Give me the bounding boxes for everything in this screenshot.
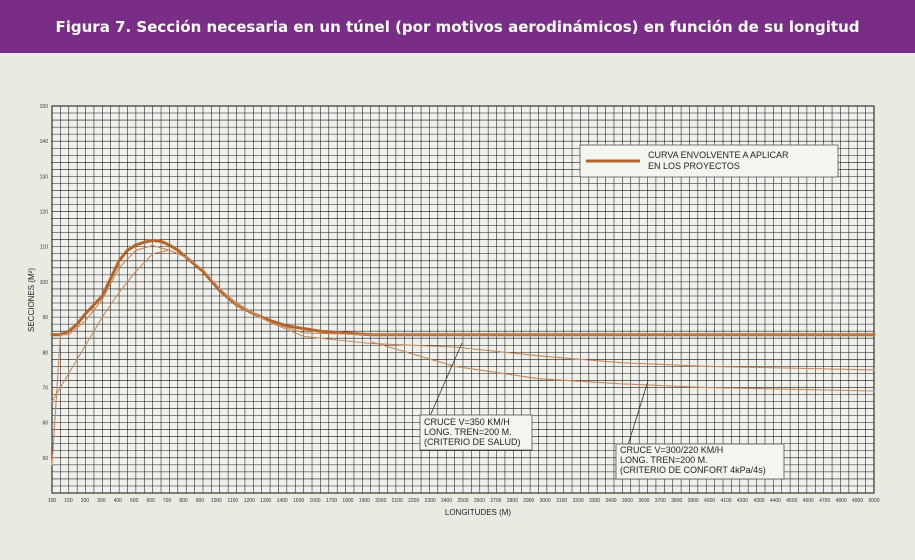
annotation-text-2: CRUCE V=300/220 KM/H LONG. TREN=200 M. (… (620, 445, 766, 475)
annotation-text-1: CRUCE V=350 KM/H LONG. TREN=200 M. (CRIT… (424, 417, 521, 447)
series-line-2 (51, 249, 875, 403)
x-tick-label: 3500 (622, 498, 633, 504)
x-tick-label: 4600 (803, 498, 814, 504)
x-tick-label: 4300 (753, 498, 764, 504)
plot-frame (51, 105, 875, 494)
x-tick-label: 4500 (786, 498, 797, 504)
envelope-curve (50, 238, 876, 337)
x-tick-label: 1800 (342, 498, 353, 504)
series-line-3 (370, 341, 875, 392)
x-tick-label: 900 (196, 498, 205, 504)
series-lines (50, 238, 876, 466)
x-tick-label: 2000 (375, 498, 386, 504)
y-tick-label: 120 (40, 210, 49, 216)
x-tick-label: 500 (130, 498, 139, 504)
x-tick-label: 2100 (392, 498, 403, 504)
x-tick-label: 4400 (770, 498, 781, 504)
annotation-box-1: CRUCE V=350 KM/H LONG. TREN=200 M. (CRIT… (419, 414, 533, 451)
y-tick-label: 70 (42, 385, 48, 391)
x-tick-label: 3400 (605, 498, 616, 504)
grid (52, 106, 874, 493)
x-tick-label: 1500 (293, 498, 304, 504)
x-tick-label: 100 (48, 498, 57, 504)
x-tick-label: 4900 (852, 498, 863, 504)
annotation-box-2: CRUCE V=300/220 KM/H LONG. TREN=200 M. (… (615, 443, 785, 480)
annotation-line-1 (429, 342, 463, 417)
x-tick-label: 4000 (704, 498, 715, 504)
x-tick-label: 3800 (671, 498, 682, 504)
x-tick-label: 2600 (474, 498, 485, 504)
x-axis-label: LONGITUDES (M) (445, 508, 512, 517)
x-tick-label: 4100 (720, 498, 731, 504)
y-tick-label: 60 (42, 421, 48, 427)
x-tick-label: 2800 (507, 498, 518, 504)
figure-title-banner: Figura 7. Sección necesaria en un túnel … (0, 0, 915, 53)
x-tick-label: 1200 (244, 498, 255, 504)
legend-line-1: CURVA ENVOLVENTE A APLICAR (648, 150, 789, 160)
y-tick-label: 100 (40, 280, 49, 286)
x-tick-label: 3000 (540, 498, 551, 504)
x-tick-label: 2500 (457, 498, 468, 504)
x-tick-label: 300 (97, 498, 106, 504)
x-tick-labels: 100 150 200 300 400 500 600 700 800 900 1000 1100 12… (48, 498, 880, 504)
x-tick-label: 4700 (819, 498, 830, 504)
x-tick-label: 200 (81, 498, 90, 504)
legend-entry: CURVA ENVOLVENTE A APLICAR EN LOS PROYEC… (648, 150, 791, 171)
x-tick-label: 5000 (868, 498, 879, 504)
y-tick-label: 90 (42, 315, 48, 321)
y-axis-label: SECCIONES (M²) (27, 268, 36, 332)
y-tick-label: 140 (40, 139, 49, 145)
x-tick-label: 1300 (260, 498, 271, 504)
x-tick-label: 3300 (589, 498, 600, 504)
y-tick-labels: 50 60 70 80 90 100 110 120 130 140 150 (40, 104, 49, 462)
x-tick-label: 3600 (638, 498, 649, 504)
x-tick-label: 1700 (326, 498, 337, 504)
x-tick-label: 1600 (309, 498, 320, 504)
x-tick-label: 600 (146, 498, 155, 504)
x-tick-label: 400 (114, 498, 123, 504)
y-tick-label: 80 (42, 350, 48, 356)
y-tick-label: 150 (40, 104, 49, 110)
annotation-line-2 (627, 380, 649, 446)
figure-title: Figura 7. Sección necesaria en un túnel … (55, 17, 860, 36)
x-tick-label: 1400 (277, 498, 288, 504)
x-tick-label: 1900 (359, 498, 370, 504)
x-tick-label: 3200 (573, 498, 584, 504)
x-tick-label: 2400 (441, 498, 452, 504)
legend: CURVA ENVOLVENTE A APLICAR EN LOS PROYEC… (579, 144, 839, 178)
x-tick-label: 3100 (556, 498, 567, 504)
x-tick-label: 4800 (836, 498, 847, 504)
x-tick-label: 150 (64, 498, 73, 504)
chart: 50 60 70 80 90 100 110 120 130 140 150 100 150 200 30… (27, 104, 880, 517)
x-tick-label: 2900 (523, 498, 534, 504)
x-tick-label: 4200 (737, 498, 748, 504)
x-tick-label: 2200 (408, 498, 419, 504)
x-tick-label: 1100 (227, 498, 238, 504)
x-tick-label: 700 (163, 498, 172, 504)
x-tick-label: 3900 (688, 498, 699, 504)
legend-line-2: EN LOS PROYECTOS (648, 161, 740, 171)
x-tick-label: 1000 (211, 498, 222, 504)
x-tick-label: 3700 (655, 498, 666, 504)
y-tick-label: 130 (40, 174, 49, 180)
y-tick-label: 110 (40, 245, 48, 251)
y-tick-label: 50 (42, 456, 48, 462)
x-tick-label: 2700 (490, 498, 501, 504)
x-tick-label: 800 (179, 498, 188, 504)
x-tick-label: 2300 (425, 498, 436, 504)
